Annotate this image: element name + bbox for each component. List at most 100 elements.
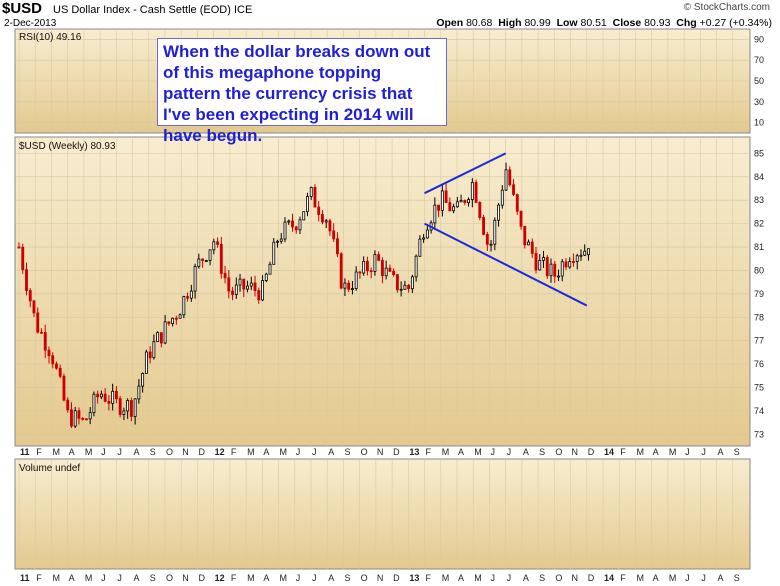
x-tick-label: S <box>539 573 545 583</box>
x-tick-label: A <box>328 447 334 457</box>
x-tick-label: N <box>377 573 384 583</box>
x-tick-label: J <box>117 573 122 583</box>
candle-body <box>133 398 137 417</box>
candle-body <box>523 225 527 246</box>
open-label: Open <box>436 17 464 29</box>
x-tick-label: 13 <box>409 447 419 457</box>
candle-body <box>249 282 253 287</box>
x-tick-label: J <box>117 447 122 457</box>
candle-body <box>283 221 287 240</box>
price-panel-label: $USD (Weekly) 80.93 <box>19 141 116 152</box>
x-tick-label: 14 <box>604 573 614 583</box>
candle-body <box>515 194 519 212</box>
x-tick-label: F <box>620 447 626 457</box>
candle-body <box>129 400 133 417</box>
x-tick-label: D <box>198 573 205 583</box>
price-tick-label: 80 <box>754 265 764 275</box>
x-tick-label: J <box>701 447 706 457</box>
candle-body <box>141 373 145 387</box>
candle-body <box>234 284 238 295</box>
candle-body <box>321 214 324 223</box>
candle-body <box>351 288 354 290</box>
candle-body <box>197 258 201 267</box>
close-label: Close <box>612 17 642 29</box>
candle-body <box>40 331 43 334</box>
x-tick-label: A <box>134 447 140 457</box>
x-tick-label: A <box>718 447 724 457</box>
x-tick-label: D <box>393 573 400 583</box>
candle-body <box>208 249 212 261</box>
candle-body <box>178 314 182 319</box>
quote-bar: Open 80.68 High 80.99 Low 80.51 Close 80… <box>436 17 772 29</box>
candle-body <box>440 190 444 211</box>
candle-body <box>287 220 291 223</box>
candle-body <box>572 261 575 263</box>
x-tick-label: J <box>490 447 495 457</box>
candle-body <box>336 238 339 255</box>
x-tick-label: 12 <box>215 447 225 457</box>
price-tick-label: 85 <box>754 148 764 158</box>
x-tick-label: J <box>296 573 301 583</box>
candle-body <box>309 187 313 197</box>
candle-body <box>163 321 167 344</box>
candle-body <box>508 169 512 186</box>
candle-body <box>414 255 418 278</box>
x-tick-label: N <box>182 447 189 457</box>
x-tick-label: J <box>507 573 512 583</box>
candle-body <box>418 238 422 257</box>
candle-body <box>437 204 441 211</box>
candle-body <box>455 201 459 208</box>
price-tick-label: 83 <box>754 195 764 205</box>
candle-body <box>395 274 399 291</box>
candle-body <box>358 271 362 274</box>
candle-body <box>159 332 163 344</box>
x-tick-label: F <box>620 573 626 583</box>
rsi-tick-label: 70 <box>754 55 764 65</box>
candle-body <box>365 260 369 272</box>
candle-body <box>148 351 152 359</box>
candle-body <box>264 273 268 281</box>
candle-body <box>339 253 343 289</box>
candle-body <box>587 248 590 255</box>
x-tick-label: M <box>636 447 644 457</box>
candle-body <box>328 220 332 232</box>
x-tick-label: S <box>734 447 740 457</box>
price-tick-label: 81 <box>754 242 764 252</box>
candle-body <box>583 250 587 256</box>
x-tick-label: J <box>685 573 690 583</box>
candle-body <box>81 417 85 420</box>
x-tick-label: A <box>328 573 334 583</box>
x-tick-label: J <box>490 573 495 583</box>
trendline <box>424 152 507 195</box>
x-tick-label: N <box>377 447 384 457</box>
candle-body <box>478 202 482 218</box>
x-tick-label: J <box>101 447 106 457</box>
candle-body <box>99 393 103 398</box>
x-tick-label: M <box>280 573 288 583</box>
rsi-tick-label: 10 <box>754 118 764 128</box>
high-value: 80.99 <box>524 17 551 29</box>
x-tick-label: A <box>263 573 269 583</box>
symbol-title: $USD <box>2 0 43 17</box>
candle-body <box>70 409 73 427</box>
candle-body <box>246 285 249 290</box>
x-tick-label: S <box>539 447 545 457</box>
x-tick-label: O <box>166 447 173 457</box>
candle-body <box>96 393 100 398</box>
x-tick-label: M <box>247 447 255 457</box>
candle-body <box>107 400 111 404</box>
x-tick-label: F <box>36 573 42 583</box>
x-tick-label: J <box>685 447 690 457</box>
candle-body <box>512 184 515 195</box>
candle-body <box>189 290 193 299</box>
x-tick-label: S <box>344 447 350 457</box>
x-tick-label: D <box>588 447 595 457</box>
candle-body <box>377 254 381 261</box>
candle-body <box>332 230 336 240</box>
x-tick-label: O <box>361 573 368 583</box>
candle-body <box>545 257 549 277</box>
candle-body <box>553 263 557 277</box>
candle-body <box>47 349 51 357</box>
candle-body <box>204 260 208 262</box>
